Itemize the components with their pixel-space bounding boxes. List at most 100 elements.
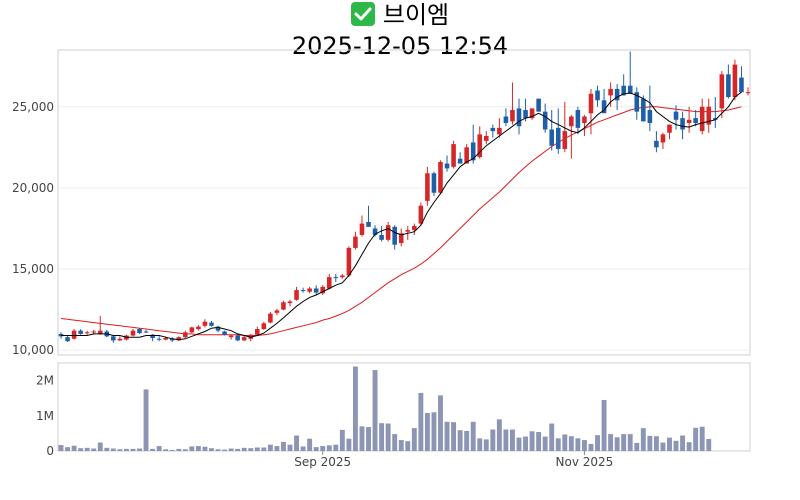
check-mark-icon <box>350 2 375 26</box>
volume-bar <box>150 448 156 451</box>
candle <box>595 85 600 107</box>
candle <box>176 336 182 342</box>
candle <box>300 287 306 293</box>
candle <box>78 329 83 335</box>
volume-bar <box>621 434 627 451</box>
candle <box>706 98 712 133</box>
candle-body <box>398 233 404 244</box>
price-panel-frame <box>57 49 751 356</box>
candle-body <box>326 277 332 289</box>
candle-body <box>346 247 352 276</box>
candle <box>222 330 227 336</box>
volume-bar <box>438 395 443 451</box>
volume-tick-label: 2M <box>36 374 54 388</box>
x-tick-label: Sep 2025 <box>294 455 351 469</box>
volume-bar <box>261 447 267 451</box>
candle-body <box>320 286 326 294</box>
price-tick-label: 25,000 <box>12 100 54 114</box>
candle-body <box>569 116 574 127</box>
candle-body <box>111 336 116 341</box>
volume-bar <box>653 436 659 451</box>
volume-bar <box>424 412 430 451</box>
candle-body <box>549 129 555 146</box>
candle-body <box>209 322 214 326</box>
candle <box>366 205 371 227</box>
volume-bar <box>490 429 496 451</box>
volume-bar <box>123 448 129 451</box>
candle <box>307 286 312 294</box>
candles-group <box>58 51 751 343</box>
volume-bar <box>372 370 378 451</box>
volume-bar <box>680 435 686 451</box>
volume-bar <box>601 399 607 451</box>
candle <box>569 114 574 159</box>
candle-body <box>143 331 149 333</box>
volume-bar <box>143 389 149 451</box>
volume-bar <box>588 443 594 451</box>
volume-bar <box>614 437 620 451</box>
candle-body <box>156 338 162 340</box>
volume-bar <box>248 448 254 451</box>
candle <box>588 88 594 135</box>
volume-bar <box>300 446 306 451</box>
candle <box>634 87 640 120</box>
volume-bar <box>503 429 509 451</box>
candle-body <box>228 335 234 338</box>
candle-body <box>660 134 666 143</box>
candle <box>117 336 123 342</box>
candle-body <box>418 205 424 224</box>
candle <box>457 152 463 164</box>
candle <box>575 106 581 135</box>
price-tick-label: 20,000 <box>12 181 54 195</box>
x-axis: Sep 2025 Nov 2025 <box>294 451 613 469</box>
candle <box>379 226 384 242</box>
volume-bar <box>307 438 313 451</box>
volume-bar <box>71 445 77 451</box>
volume-bar <box>78 448 84 451</box>
candle-body <box>516 108 522 127</box>
candle-body <box>621 85 626 96</box>
candle-body <box>294 290 299 300</box>
volume-bar <box>110 448 116 451</box>
candle-body <box>562 131 568 149</box>
candle <box>464 144 469 164</box>
volume-bar <box>411 428 417 451</box>
candle <box>97 316 103 335</box>
candle-body <box>464 147 469 164</box>
candle-body <box>261 323 267 330</box>
volume-bar <box>496 419 502 451</box>
volume-bar <box>667 437 672 451</box>
candle <box>241 335 247 342</box>
candle-body <box>183 332 188 338</box>
volume-bar <box>333 444 339 451</box>
candle-body <box>307 288 312 292</box>
candle <box>268 312 273 324</box>
candle <box>294 286 299 301</box>
volume-bar <box>182 449 188 451</box>
volume-bar <box>352 366 358 451</box>
candle <box>699 98 705 135</box>
candle-body <box>719 74 725 109</box>
candle <box>143 329 149 334</box>
volume-bar <box>418 392 424 451</box>
candle-body <box>680 118 685 130</box>
candle-body <box>163 337 168 340</box>
candle-body <box>176 337 182 341</box>
candle-body <box>91 331 97 333</box>
stock-name: 브이엠 <box>382 1 450 29</box>
candle-body <box>254 329 260 335</box>
volume-bar <box>58 445 64 451</box>
volume-bar <box>176 448 182 451</box>
volume-bar <box>693 427 699 451</box>
volume-bar <box>470 421 476 451</box>
candle-body <box>392 226 397 245</box>
candle-body <box>137 329 142 334</box>
volume-bar <box>320 446 326 451</box>
candle <box>196 324 201 331</box>
candle-body <box>405 230 411 232</box>
candle-body <box>654 140 659 148</box>
candle <box>470 124 476 164</box>
chart-title: 브이엠 2025-12-05 12:54 <box>0 0 800 62</box>
price-panel <box>57 49 751 356</box>
volume-bar <box>84 447 90 451</box>
